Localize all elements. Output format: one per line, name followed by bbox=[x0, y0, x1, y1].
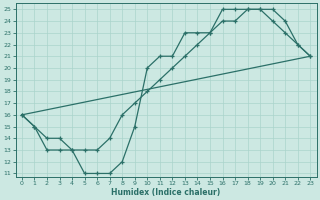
X-axis label: Humidex (Indice chaleur): Humidex (Indice chaleur) bbox=[111, 188, 221, 197]
